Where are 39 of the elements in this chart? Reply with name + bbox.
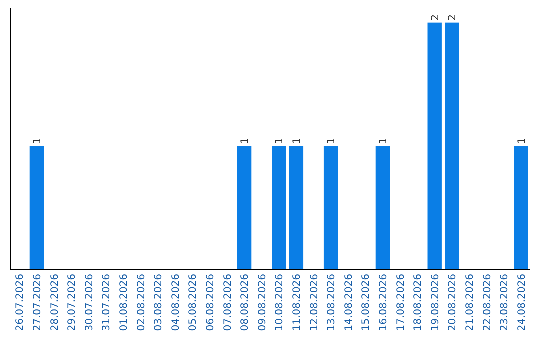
x-tick-label: 17.08.2026 <box>396 274 407 332</box>
x-tick-label: 10.08.2026 <box>274 274 286 332</box>
data-label: 1 <box>240 138 252 144</box>
x-tick-label: 14.08.2026 <box>344 274 355 332</box>
x-tick-label: 31.07.2026 <box>102 274 113 332</box>
data-label: 2 <box>448 14 459 21</box>
x-tick-label: 27.07.2026 <box>32 274 44 332</box>
data-label: 2 <box>430 14 442 21</box>
data-label: 1 <box>32 138 44 144</box>
x-tick-label: 18.08.2026 <box>413 274 424 332</box>
x-tick-label: 20.08.2026 <box>448 274 459 332</box>
x-tick-label: 29.07.2026 <box>67 274 78 332</box>
x-tick-label: 04.08.2026 <box>170 274 182 332</box>
x-tick-label: 23.08.2026 <box>500 274 511 332</box>
data-label: 1 <box>516 138 528 144</box>
x-tick-label: 05.08.2026 <box>188 274 200 332</box>
x-tick-label: 19.08.2026 <box>430 274 442 332</box>
x-tick-label: 06.08.2026 <box>205 274 216 332</box>
x-tick-label: 21.08.2026 <box>464 274 476 332</box>
x-tick-label: 12.08.2026 <box>309 274 320 332</box>
x-tick-label: 11.08.2026 <box>292 274 303 332</box>
x-tick-label: 13.08.2026 <box>326 274 338 332</box>
x-tick-label: 16.08.2026 <box>378 274 390 332</box>
x-tick-label: 03.08.2026 <box>154 274 165 332</box>
x-tick-label: 09.08.2026 <box>257 274 268 332</box>
x-tick-label: 02.08.2026 <box>136 274 148 332</box>
data-label: 1 <box>292 138 303 144</box>
x-tick-label: 28.07.2026 <box>50 274 61 332</box>
data-label: 1 <box>326 138 338 144</box>
x-tick-label: 15.08.2026 <box>361 274 372 332</box>
x-tick-label: 08.08.2026 <box>240 274 252 332</box>
data-label: 1 <box>274 138 286 144</box>
x-tick-label: 24.08.2026 <box>516 274 528 332</box>
x-tick-label: 22.08.2026 <box>482 274 494 332</box>
x-tick-label: 01.08.2026 <box>118 274 130 332</box>
x-tick-label: 26.07.2026 <box>15 274 26 332</box>
x-tick-label: 07.08.2026 <box>222 274 234 332</box>
data-label: 1 <box>378 138 390 144</box>
x-tick-label: 30.07.2026 <box>84 274 96 332</box>
